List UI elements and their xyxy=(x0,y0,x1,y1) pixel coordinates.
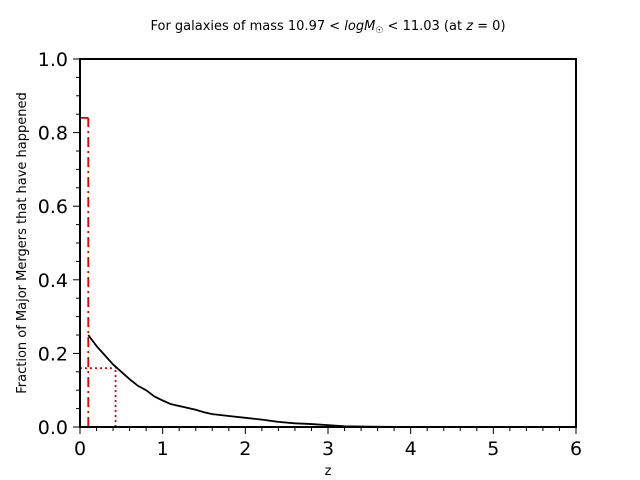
y-tick-label: 0.0 xyxy=(38,417,68,439)
y-tick-label: 0.6 xyxy=(38,196,68,218)
x-tick-label: 2 xyxy=(239,438,251,460)
axis-ticks: 0 1 2 3 4 5 6 0.0 0.2 0.4 0.6 0.8 1.0 xyxy=(38,49,582,460)
y-tick-label: 0.2 xyxy=(38,343,68,365)
x-tick-label: 4 xyxy=(405,438,417,460)
y-tick-label: 0.8 xyxy=(38,123,68,145)
x-tick-label: 1 xyxy=(157,438,169,460)
plot-frame xyxy=(79,58,577,428)
x-tick-label: 5 xyxy=(487,438,499,460)
x-tick-label: 3 xyxy=(322,438,334,460)
plot-area xyxy=(80,116,576,428)
y-tick-label: 0.4 xyxy=(38,270,68,292)
chart-title: For galaxies of mass 10.97 < logM☉ < 11.… xyxy=(150,19,505,36)
x-axis-label: z xyxy=(325,464,332,479)
series-line-0 xyxy=(87,334,576,428)
y-tick-label: 1.0 xyxy=(38,49,68,71)
y-axis-label: Fraction of Major Mergers that have happ… xyxy=(15,92,30,394)
x-tick-label: 6 xyxy=(570,438,582,460)
x-tick-label: 0 xyxy=(74,438,86,460)
